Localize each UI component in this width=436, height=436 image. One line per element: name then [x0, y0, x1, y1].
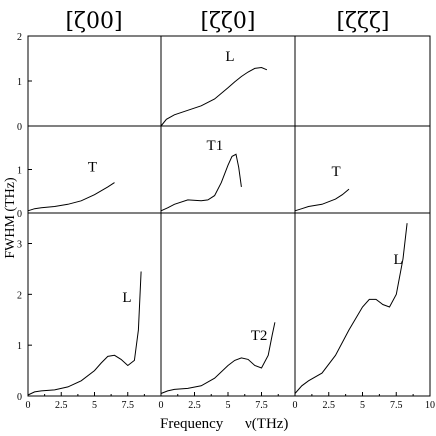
curve-label: T2	[251, 328, 268, 344]
y-tick-label: 0	[17, 392, 22, 403]
x-tick-label: 2.5	[323, 400, 336, 411]
plot-frame	[27, 35, 431, 397]
x-tick-label: 2.5	[55, 400, 68, 411]
curve-t-r2c3	[294, 188, 350, 212]
panel-grid	[27, 35, 431, 397]
column-title-3: [ζζζ]	[337, 9, 390, 34]
y-tick-label: 0	[17, 122, 22, 133]
y-axis-label: FWHM (THz)	[3, 177, 18, 259]
curve-label: L	[225, 49, 234, 65]
column-title-1: [ζ00]	[65, 9, 122, 34]
curve-label: L	[122, 290, 131, 306]
column-title-2: [ζζ0]	[200, 9, 255, 34]
x-axis-label-symbol: ν(THz)	[245, 416, 288, 432]
curve-l-r1c2	[160, 66, 268, 127]
panel-curves: L T T1 T L T2 L	[27, 49, 408, 396]
x-axis-label: Frequency ν(THz)	[160, 416, 288, 432]
y-tick-label: 0	[17, 209, 22, 220]
curve-label: T	[88, 160, 97, 176]
x-tick-label: 0	[159, 400, 164, 411]
curve-label: L	[394, 252, 403, 268]
curve-label: T	[331, 164, 340, 180]
x-tick-label: 5	[360, 400, 365, 411]
x-tick-label: 10	[425, 400, 435, 411]
x-tick-label: 5	[92, 400, 97, 411]
y-tick-label: 2	[17, 32, 22, 43]
curve-l-r3c1	[27, 271, 142, 396]
x-tick-label: 0	[293, 400, 298, 411]
curve-label: T1	[207, 138, 224, 154]
x-tick-label: 7.5	[255, 400, 268, 411]
x-tick-label: 7.5	[390, 400, 403, 411]
x-tick-label: 7.5	[122, 400, 135, 411]
y-tick-label: 3	[17, 240, 22, 251]
column-titles: [ζ00] [ζζ0] [ζζζ]	[65, 9, 389, 34]
x-tick-label: 0	[26, 400, 31, 411]
curve-t2-r3c2	[160, 322, 276, 394]
y-tick-label: 1	[17, 166, 22, 177]
x-tick-label: 5	[226, 400, 231, 411]
y-tick-label: 1	[17, 77, 22, 88]
curve-t-r2c1	[27, 182, 115, 212]
y-tick-label: 2	[17, 290, 22, 301]
curve-l-r3c3	[294, 223, 408, 394]
x-tick-label: 2.5	[188, 400, 201, 411]
curve-t1-r2c2	[160, 153, 242, 212]
x-axis-label-word: Frequency	[160, 416, 224, 432]
y-tick-label: 1	[17, 341, 22, 352]
